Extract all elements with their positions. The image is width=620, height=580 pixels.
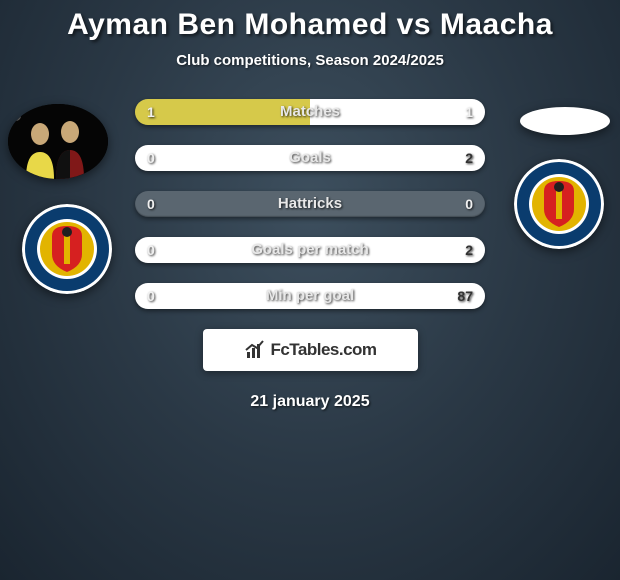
stat-label: Goals per match (135, 237, 485, 263)
stat-value-left: 0 (147, 191, 155, 217)
player1-club-badge (22, 204, 112, 294)
player2-club-badge (514, 159, 604, 249)
stat-value-left: 0 (147, 237, 155, 263)
player2-avatar (520, 107, 610, 135)
stat-bar: Goals0 2 (135, 145, 485, 171)
snapshot-date: 21 january 2025 (0, 393, 620, 411)
stat-value-left: 1 (147, 99, 155, 125)
stat-value-left: 0 (147, 145, 155, 171)
player1-avatar (8, 104, 108, 179)
stat-value-right: 1 (465, 99, 473, 125)
stat-value-right: 2 (465, 237, 473, 263)
stat-value-left: 0 (147, 283, 155, 309)
stat-value-right: 0 (465, 191, 473, 217)
stat-bar: Min per goal0 87 (135, 283, 485, 309)
stat-label: Matches (135, 99, 485, 125)
stat-value-right: 87 (457, 283, 473, 309)
comparison-area: Matches11Goals02Hattricks00Goals per mat… (0, 99, 620, 411)
chart-icon (243, 338, 267, 362)
stat-label: Goals (135, 145, 485, 171)
stat-label: Hattricks (135, 191, 485, 217)
branding-text: FcTables.com (270, 340, 376, 360)
stat-bars-container: Matches11Goals02Hattricks00Goals per mat… (135, 99, 485, 309)
subtitle: Club competitions, Season 2024/2025 (0, 52, 620, 69)
stat-label: Min per goal (135, 283, 485, 309)
branding-badge: FcTables.com (203, 329, 418, 371)
stat-value-right: 2 (465, 145, 473, 171)
stat-bar: Goals per match0 2 (135, 237, 485, 263)
stat-bar: Matches1 1 (135, 99, 485, 125)
stat-bar: Hattricks0 0 (135, 191, 485, 217)
page-title: Ayman Ben Mohamed vs Maacha (0, 0, 620, 42)
